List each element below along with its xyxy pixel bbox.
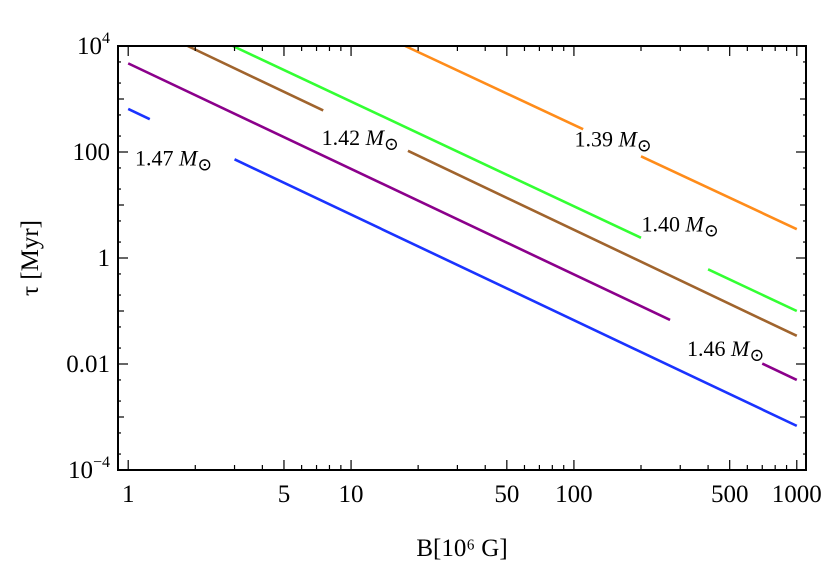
x-tick-label: 10 [339, 481, 364, 508]
curve-labels-layer: 1.39 M⊙ 1.40 M⊙ 1.42 M⊙ 1.46 M⊙ 1.47 M⊙ [135, 125, 764, 365]
x-tick-label: 50 [494, 481, 519, 508]
series-line-1-seg-0 [232, 44, 642, 239]
series-line-2-seg-1 [407, 149, 798, 338]
curve-label-1: 1.40 M⊙ [642, 211, 719, 240]
x-tick-label: 1 [122, 481, 135, 508]
tick-labels-layer: 1 5 10 50 100 500 1000 10−4 0.01 1 100 104 [66, 30, 822, 508]
x-tick-label: 100 [555, 481, 593, 508]
ticks-layer [118, 45, 806, 471]
y-axis-title: τ [Myr] [17, 220, 44, 296]
y-tick-label: 100 [73, 139, 111, 166]
series-line-4-seg-1 [233, 158, 798, 428]
series-line-0-seg-0 [404, 44, 584, 131]
curves-layer [127, 44, 798, 428]
series-line-0-seg-1 [640, 155, 798, 231]
series-line-3-seg-1 [761, 362, 798, 382]
x-tick-label: 1000 [772, 481, 822, 508]
curve-label-2: 1.42 M⊙ [322, 125, 399, 154]
y-tick-label: 104 [77, 30, 110, 60]
curve-label-3: 1.46 M⊙ [687, 336, 764, 365]
series-line-2-seg-0 [187, 44, 324, 112]
y-tick-label: 10−4 [68, 454, 110, 484]
series-line-1-seg-1 [707, 268, 798, 313]
x-tick-label: 5 [278, 481, 291, 508]
series-line-4-seg-0 [127, 107, 151, 121]
curve-label-4: 1.47 M⊙ [135, 146, 212, 175]
plot-frame [117, 45, 807, 471]
curve-label-0: 1.39 M⊙ [574, 126, 651, 155]
x-tick-label: 500 [711, 481, 749, 508]
series-line-3-seg-0 [127, 62, 671, 322]
x-axis-title: B[10⁶ G] [416, 535, 507, 562]
y-tick-label: 1 [98, 245, 111, 272]
y-tick-label: 0.01 [66, 351, 110, 378]
